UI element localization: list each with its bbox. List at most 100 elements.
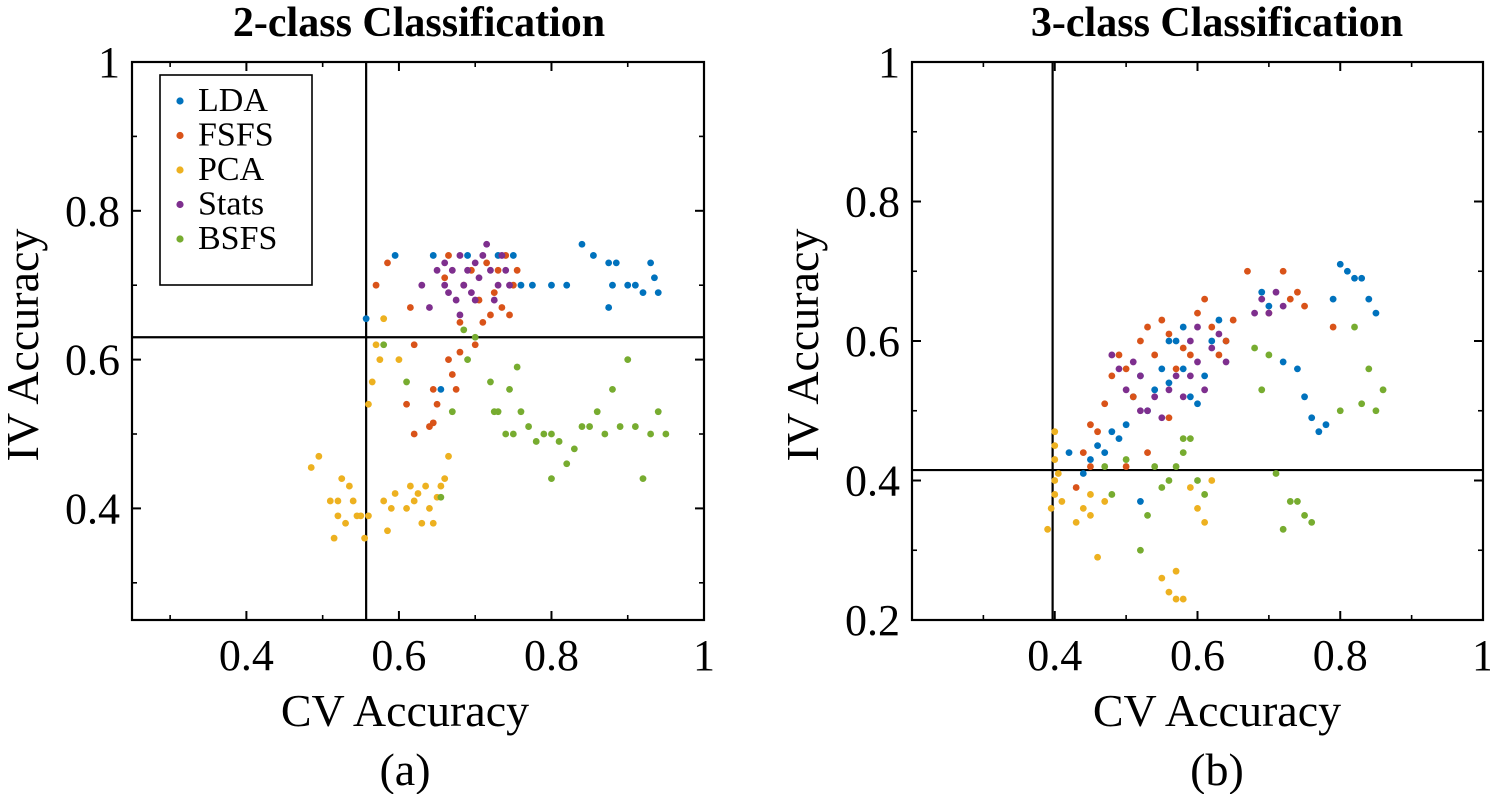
data-point-fsfs xyxy=(456,319,464,326)
data-point-pca xyxy=(349,497,357,505)
data-point-lda xyxy=(1179,323,1187,331)
data-point-fsfs xyxy=(479,319,487,326)
data-point-bsfs xyxy=(1108,491,1116,498)
data-point-pca xyxy=(1101,498,1109,505)
data-point-pca xyxy=(418,519,426,527)
data-point-pca xyxy=(334,512,342,520)
data-point-pca xyxy=(1179,595,1187,603)
data-point-fsfs xyxy=(1208,323,1216,331)
data-point-fsfs xyxy=(513,266,521,274)
data-point-lda xyxy=(654,289,662,297)
data-point-lda xyxy=(624,281,632,289)
panel-a-series-bsfs xyxy=(380,326,670,501)
data-point-pca xyxy=(445,452,452,460)
data-point-fsfs xyxy=(1158,316,1166,324)
data-point-stats xyxy=(1208,344,1216,352)
data-point-pca xyxy=(357,512,365,520)
data-point-lda xyxy=(1165,379,1173,387)
data-point-bsfs xyxy=(1379,386,1387,394)
data-point-bsfs xyxy=(1372,407,1380,415)
data-point-lda xyxy=(464,252,471,259)
data-point-pca xyxy=(441,475,449,483)
data-point-pca xyxy=(334,497,342,505)
data-point-fsfs xyxy=(1186,351,1194,359)
scatter-panel-a: 2-class Classification CV Accuracy (a) I… xyxy=(0,0,715,794)
data-point-stats xyxy=(1179,393,1187,401)
data-point-pca xyxy=(380,497,388,505)
data-point-fsfs xyxy=(1172,365,1180,373)
legend-label-stats: Stats xyxy=(198,186,264,223)
data-point-fsfs xyxy=(1087,421,1094,429)
data-point-bsfs xyxy=(464,356,471,363)
data-point-fsfs xyxy=(456,348,464,356)
data-point-stats xyxy=(445,289,452,297)
legend-label-pca: PCA xyxy=(198,151,265,188)
data-point-lda xyxy=(529,281,536,289)
data-point-bsfs xyxy=(1336,407,1344,415)
data-point-lda xyxy=(1194,400,1201,408)
data-point-fsfs xyxy=(490,289,498,297)
data-point-bsfs xyxy=(548,430,555,438)
data-point-stats xyxy=(1158,414,1166,422)
data-point-bsfs xyxy=(654,408,662,416)
data-point-lda xyxy=(1215,316,1223,324)
data-point-bsfs xyxy=(1286,498,1294,505)
data-point-lda xyxy=(631,281,639,289)
data-point-fsfs xyxy=(487,311,494,319)
data-point-bsfs xyxy=(525,423,532,430)
data-point-stats xyxy=(1144,407,1151,415)
panel-a-title: 2-class Classification xyxy=(233,0,605,46)
data-point-bsfs xyxy=(517,408,525,416)
panel-b-axes-box xyxy=(910,60,1485,622)
data-point-pca xyxy=(387,505,395,512)
data-point-fsfs xyxy=(372,281,380,289)
data-point-pca xyxy=(1079,505,1087,512)
data-point-bsfs xyxy=(1265,351,1273,359)
data-point-pca xyxy=(361,534,369,542)
data-point-lda xyxy=(548,281,555,289)
data-point-bsfs xyxy=(1294,498,1301,505)
data-point-lda xyxy=(1151,386,1159,394)
data-point-lda xyxy=(1322,421,1330,429)
data-point-bsfs xyxy=(1179,435,1187,443)
data-point-pca xyxy=(1051,491,1059,498)
data-point-lda xyxy=(1329,295,1337,303)
data-point-bsfs xyxy=(1101,463,1109,470)
data-point-stats xyxy=(448,266,456,274)
panel-b-x-tick-label: 1 xyxy=(1472,631,1490,680)
data-point-bsfs xyxy=(1137,546,1144,554)
data-point-pca xyxy=(365,512,372,520)
data-point-stats xyxy=(1222,358,1230,366)
data-point-pca xyxy=(338,475,346,483)
data-point-lda xyxy=(605,304,613,311)
data-point-fsfs xyxy=(403,400,410,408)
data-point-bsfs xyxy=(448,408,456,416)
data-point-stats xyxy=(1115,365,1123,373)
panel-a-series-stats xyxy=(418,240,513,319)
data-point-bsfs xyxy=(403,378,410,386)
data-point-fsfs xyxy=(1229,316,1237,324)
data-point-lda xyxy=(1094,442,1101,450)
data-point-stats xyxy=(506,281,513,289)
data-point-pca xyxy=(315,452,323,460)
data-point-bsfs xyxy=(601,430,609,438)
panel-b-series-fsfs xyxy=(1072,267,1337,491)
data-point-bsfs xyxy=(593,408,601,416)
legend-box xyxy=(159,74,313,286)
data-point-fsfs xyxy=(1108,372,1116,380)
data-point-pca xyxy=(384,527,391,535)
panel-b-series-stats xyxy=(1108,288,1287,422)
data-point-fsfs xyxy=(1301,302,1308,310)
data-point-lda xyxy=(1301,393,1308,401)
data-point-fsfs xyxy=(1122,463,1130,470)
data-point-bsfs xyxy=(647,430,655,438)
data-point-fsfs xyxy=(429,385,437,393)
data-point-pca xyxy=(1186,484,1194,491)
data-point-fsfs xyxy=(1079,449,1087,456)
data-point-fsfs xyxy=(1201,295,1209,303)
data-point-stats xyxy=(471,296,479,304)
data-point-bsfs xyxy=(1144,511,1151,519)
data-point-stats xyxy=(479,252,487,259)
data-point-lda xyxy=(1279,358,1287,366)
